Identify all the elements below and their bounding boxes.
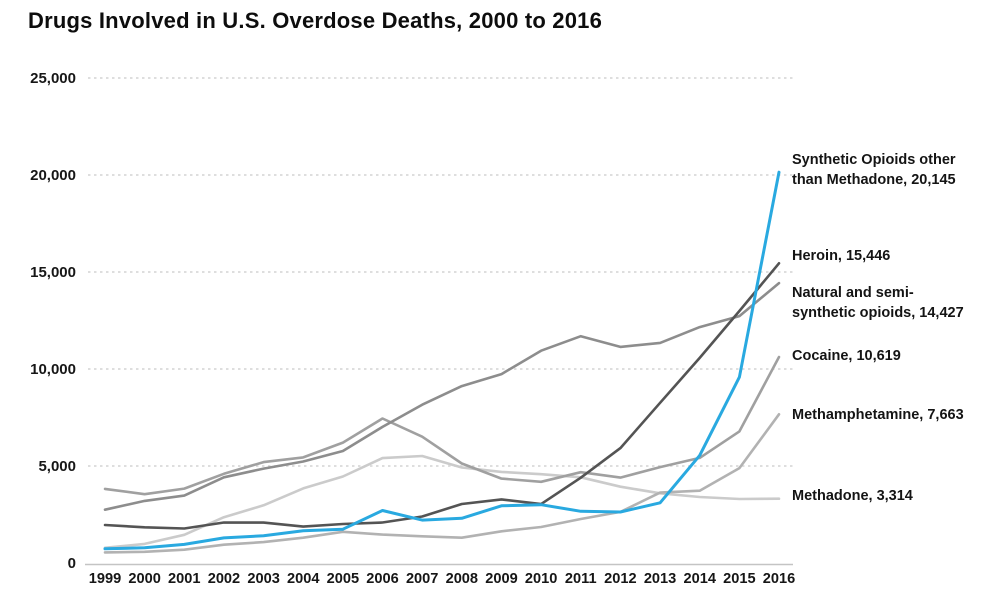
y-tick-label-20000: 20,000: [30, 167, 76, 184]
x-tick-label-2005: 2005: [327, 571, 359, 587]
y-tick-label-25000: 25,000: [30, 70, 76, 87]
x-tick-label-2006: 2006: [366, 571, 398, 587]
y-tick-label-0: 0: [68, 555, 76, 572]
x-tick-label-2016: 2016: [763, 571, 795, 587]
series-label-methamphetamine: Methamphetamine, 7,663: [792, 407, 964, 423]
x-tick-label-2010: 2010: [525, 571, 557, 587]
series-label-natural-semi-synthetic-opioids: Natural and semi- synthetic opioids, 14,…: [792, 285, 964, 321]
x-tick-label-2003: 2003: [247, 571, 279, 587]
series-line-heroin: [103, 261, 781, 530]
x-tick-label-1999: 1999: [89, 571, 121, 587]
x-tick-label-2011: 2011: [565, 571, 597, 587]
series-line-methadone: [103, 454, 781, 550]
series-line-synthetic-opioids-other-than-methadone: [103, 170, 781, 551]
series-line-cocaine: [103, 355, 781, 496]
series-line-natural-and-semi-synthetic-opioids: [103, 281, 781, 512]
x-tick-label-2014: 2014: [683, 571, 716, 587]
x-tick-label-2013: 2013: [644, 571, 676, 587]
series-label-synthetic-opioids: Synthetic Opioids other than Methadone, …: [792, 152, 956, 188]
series-label-heroin: Heroin, 15,446: [792, 248, 891, 264]
chart-title: Drugs Involved in U.S. Overdose Deaths, …: [28, 8, 603, 33]
x-tick-label-2008: 2008: [446, 571, 478, 587]
x-tick-label-2007: 2007: [406, 571, 438, 587]
y-tick-label-10000: 10,000: [30, 361, 76, 378]
x-tick-label-2004: 2004: [287, 571, 320, 587]
y-tick-label-5000: 5,000: [38, 458, 76, 475]
series-label-cocaine: Cocaine, 10,619: [792, 348, 901, 364]
x-tick-label-2001: 2001: [168, 571, 200, 587]
x-tick-label-2012: 2012: [604, 571, 636, 587]
series-line-methamphetamine: [103, 412, 781, 554]
x-tick-label-2000: 2000: [128, 571, 160, 587]
x-tick-label-2015: 2015: [723, 571, 755, 587]
x-tick-label-2002: 2002: [208, 571, 240, 587]
series-label-methadone: Methadone, 3,314: [792, 488, 913, 504]
y-tick-label-15000: 15,000: [30, 264, 76, 281]
x-tick-label-2009: 2009: [485, 571, 517, 587]
